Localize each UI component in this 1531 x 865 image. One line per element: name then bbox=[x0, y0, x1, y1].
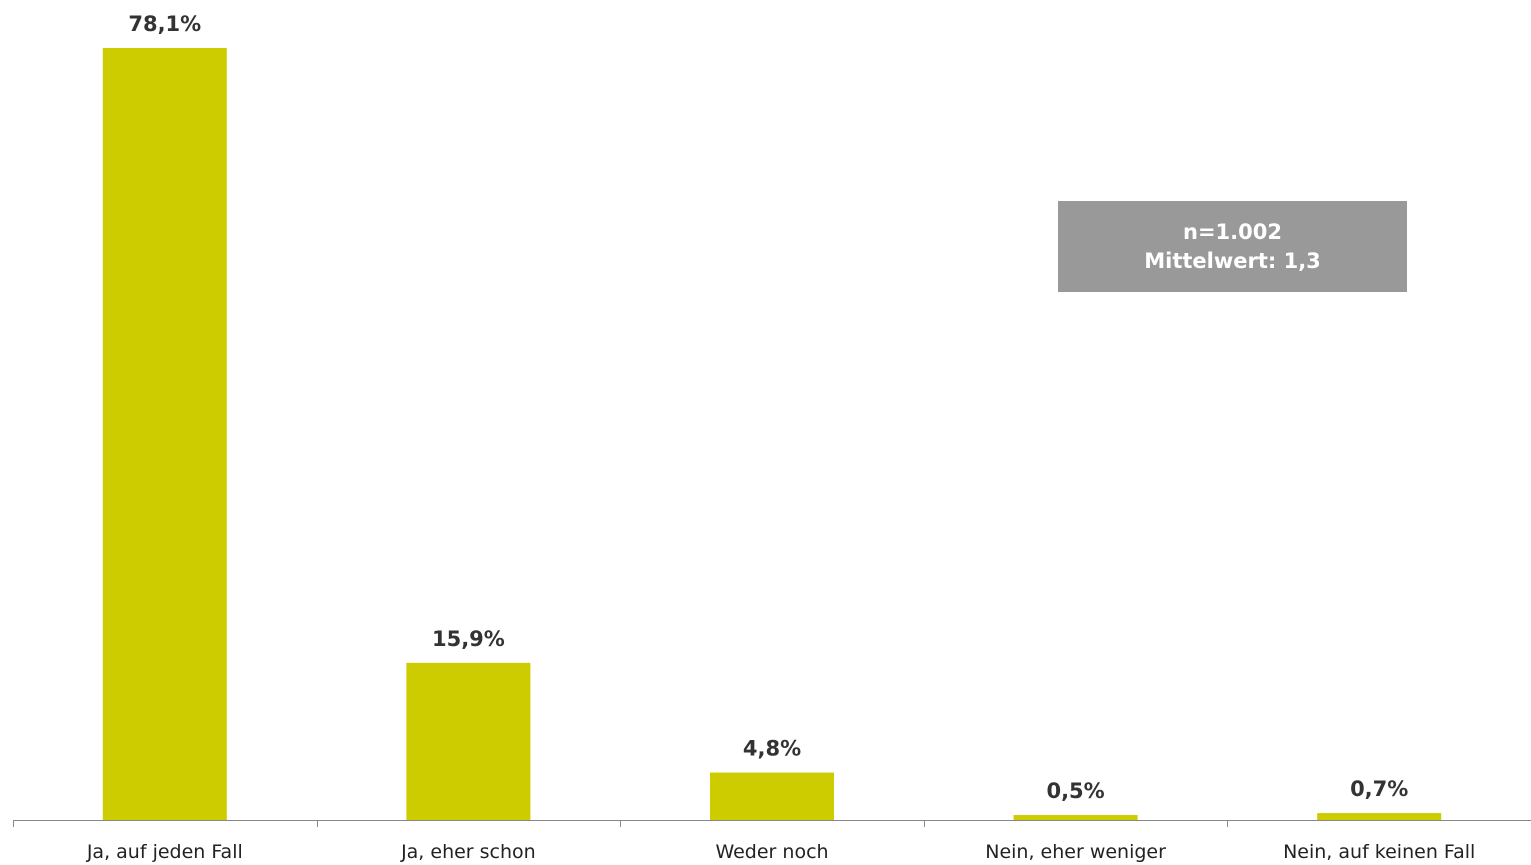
bar bbox=[1317, 813, 1442, 820]
category-label: Ja, auf jeden Fall bbox=[86, 841, 243, 863]
category-labels-group: Ja, auf jeden Fall Ja, eher schon Weder no… bbox=[86, 841, 1475, 863]
bar-value-label: 0,5% bbox=[1046, 779, 1104, 803]
x-axis bbox=[13, 820, 1531, 827]
bar bbox=[102, 48, 227, 820]
bars-group bbox=[102, 48, 1442, 820]
bar-value-label: 78,1% bbox=[128, 12, 201, 36]
bar-value-label: 4,8% bbox=[743, 737, 801, 761]
category-label: Weder noch bbox=[715, 841, 828, 863]
value-labels-group: 78,1% 15,9% 4,8% 0,5% 0,7% bbox=[128, 12, 1408, 803]
category-label: Ja, eher schon bbox=[400, 841, 536, 863]
sample-size-label: n=1.002 bbox=[1183, 219, 1282, 244]
sample-info-box: n=1.002 Mittelwert: 1,3 bbox=[1058, 201, 1407, 292]
bar bbox=[1013, 815, 1138, 820]
bar bbox=[710, 772, 834, 820]
bar-value-label: 0,7% bbox=[1350, 777, 1408, 801]
category-label: Nein, auf keinen Fall bbox=[1283, 841, 1475, 863]
category-label: Nein, eher weniger bbox=[985, 841, 1166, 863]
bar bbox=[406, 662, 531, 820]
bar-value-label: 15,9% bbox=[432, 627, 505, 651]
mean-value-label: Mittelwert: 1,3 bbox=[1144, 248, 1321, 273]
